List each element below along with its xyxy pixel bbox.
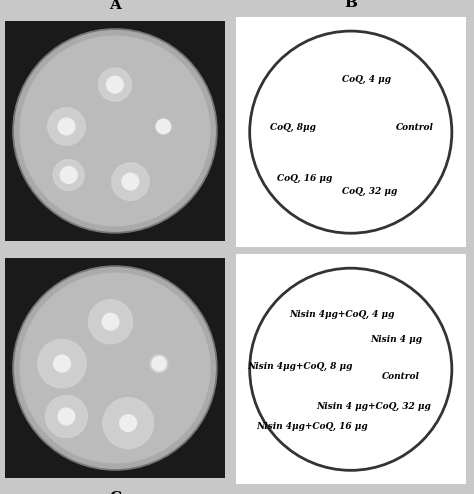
Circle shape: [99, 68, 131, 101]
Text: Nisin 4μg+CoQ, 8 μg: Nisin 4μg+CoQ, 8 μg: [247, 363, 353, 371]
Circle shape: [15, 268, 215, 468]
Text: Nisin 4μg+CoQ, 4 μg: Nisin 4μg+CoQ, 4 μg: [289, 310, 394, 319]
Text: Control: Control: [383, 371, 420, 381]
Text: B: B: [344, 0, 357, 10]
Circle shape: [48, 108, 85, 145]
Circle shape: [120, 415, 137, 431]
Circle shape: [15, 31, 215, 231]
Circle shape: [58, 408, 75, 425]
Circle shape: [54, 355, 71, 372]
Text: CoQ, 8μg: CoQ, 8μg: [270, 123, 316, 132]
Circle shape: [46, 396, 87, 438]
Circle shape: [89, 300, 133, 344]
Text: CoQ, 4 μg: CoQ, 4 μg: [342, 75, 392, 84]
Circle shape: [20, 273, 210, 463]
Circle shape: [156, 119, 171, 134]
Text: CoQ, 16 μg: CoQ, 16 μg: [277, 173, 332, 183]
Text: A: A: [109, 0, 121, 12]
Text: Nisin 4μg+CoQ, 16 μg: Nisin 4μg+CoQ, 16 μg: [256, 422, 367, 431]
Circle shape: [150, 355, 168, 372]
Circle shape: [122, 173, 139, 190]
Circle shape: [107, 76, 123, 93]
Circle shape: [58, 118, 75, 135]
Text: Nisin 4 μg: Nisin 4 μg: [371, 335, 423, 344]
Text: CoQ, 32 μg: CoQ, 32 μg: [341, 187, 397, 197]
Circle shape: [13, 29, 217, 233]
Circle shape: [60, 166, 77, 183]
Circle shape: [152, 357, 166, 370]
Text: Control: Control: [396, 123, 434, 132]
Circle shape: [53, 160, 84, 190]
Circle shape: [103, 398, 154, 449]
Text: C: C: [109, 492, 121, 494]
Circle shape: [102, 313, 119, 330]
Text: Nisin 4 μg+CoQ, 32 μg: Nisin 4 μg+CoQ, 32 μg: [316, 402, 431, 411]
Circle shape: [38, 339, 86, 388]
Circle shape: [112, 163, 149, 201]
Circle shape: [156, 120, 171, 133]
Circle shape: [13, 266, 217, 470]
Circle shape: [20, 36, 210, 226]
